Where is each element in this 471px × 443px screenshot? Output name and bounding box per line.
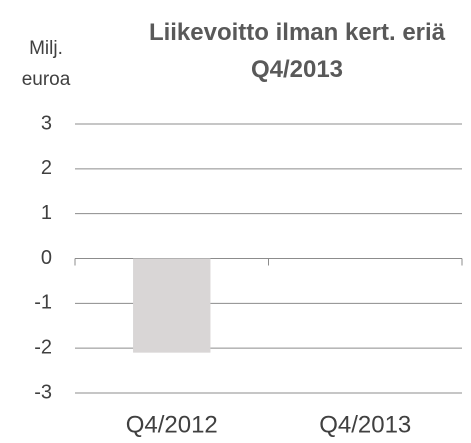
- x-tick-label: Q4/2012: [126, 411, 218, 438]
- x-tick-label: Q4/2013: [319, 411, 411, 438]
- y-tick-label: -3: [34, 381, 52, 403]
- bar: [133, 258, 211, 353]
- y-tick-label: 3: [41, 112, 52, 134]
- y-tick-label: 2: [41, 157, 52, 179]
- chart-title: Liikevoitto ilman kert. eriä Q4/2013: [148, 19, 446, 83]
- y-tick-label: 1: [41, 202, 52, 224]
- y-tick-label: -2: [34, 336, 52, 358]
- y-tick-label: -1: [34, 292, 52, 314]
- y-axis-label: Milj. euroa: [21, 38, 71, 90]
- y-tick-label: 0: [41, 247, 52, 269]
